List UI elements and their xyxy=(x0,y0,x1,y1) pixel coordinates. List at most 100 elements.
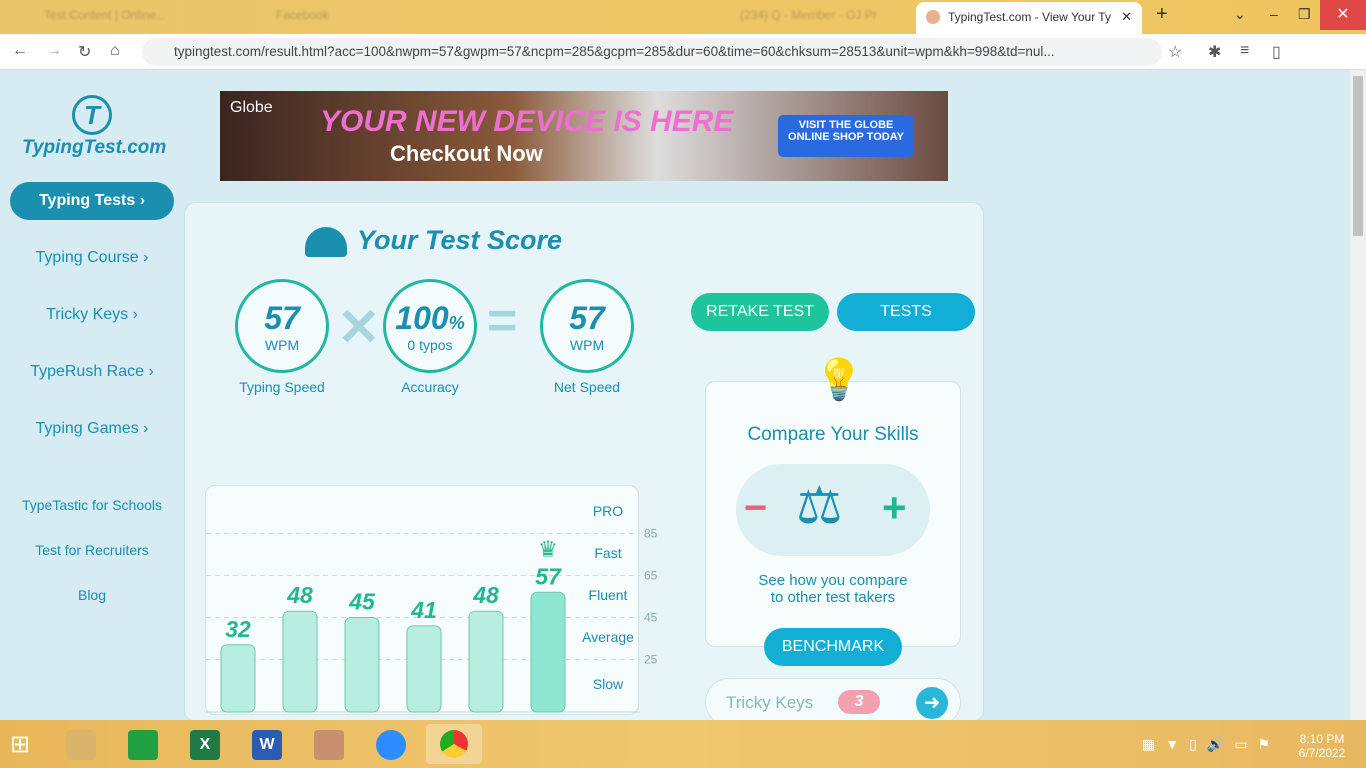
sidebar-item-typerush[interactable]: TypeRush Race › xyxy=(30,363,154,380)
band-label: Average xyxy=(582,629,634,645)
sidebar-item-tricky-keys[interactable]: Tricky Keys › xyxy=(46,306,138,323)
tab-label: TypingTest.com - View Your Ty xyxy=(948,10,1111,24)
typing-speed-circle: 57 WPM xyxy=(235,279,329,373)
back-icon[interactable]: ← xyxy=(12,42,28,59)
y-tick-label: 85 xyxy=(644,527,658,541)
benchmark-button[interactable]: BENCHMARK xyxy=(764,628,902,666)
link-recruiters[interactable]: Test for Recruiters xyxy=(35,542,149,558)
speedometer-icon xyxy=(305,226,347,257)
minimize-button[interactable]: – xyxy=(1270,6,1278,22)
bar[interactable] xyxy=(282,610,318,713)
bar-value-label: 41 xyxy=(410,597,437,623)
close-tab-icon[interactable]: ✕ xyxy=(1121,9,1132,24)
retake-test-button[interactable]: RETAKE TEST xyxy=(691,293,829,331)
typing-speed-label: Typing Speed xyxy=(239,379,325,395)
tab-bar: Test Content | Online... Facebook (234) … xyxy=(0,0,1366,34)
multiply-icon: ✕ xyxy=(337,299,381,357)
accuracy-circle: 100% 0 typos xyxy=(383,279,477,373)
wpm-history-chart: 25456585PROFastFluentAverageSlow328:00 p… xyxy=(205,485,658,737)
bar[interactable] xyxy=(220,644,256,713)
word-icon[interactable]: W xyxy=(252,730,282,760)
plus-icon: + xyxy=(882,484,907,531)
y-tick-label: 25 xyxy=(644,653,658,667)
chrome-taskbar-button[interactable] xyxy=(426,724,482,764)
balance-graphic: − ⚖ + xyxy=(736,464,930,556)
store-icon[interactable] xyxy=(128,730,158,760)
zoom-icon[interactable] xyxy=(376,730,406,760)
system-tray-icons[interactable]: ▦▼▯🔊▭⚑ xyxy=(1142,736,1280,752)
page-title: Your Test Score xyxy=(305,225,562,257)
ad-sub: Checkout Now xyxy=(390,141,543,166)
tests-button[interactable]: TESTS xyxy=(837,293,975,331)
logo[interactable]: T TypingTest.com xyxy=(22,95,166,159)
logo-icon: T xyxy=(72,95,112,135)
forward-icon[interactable]: → xyxy=(46,42,62,59)
reload-icon[interactable]: ↻ xyxy=(78,44,92,61)
file-explorer-icon[interactable] xyxy=(66,730,96,760)
tab[interactable]: Facebook xyxy=(276,8,329,22)
link-blog[interactable]: Blog xyxy=(77,587,107,603)
tricky-keys-label: Tricky Keys xyxy=(726,693,814,712)
media-icon[interactable]: ≡ xyxy=(1240,42,1250,59)
equals-icon: = xyxy=(487,292,518,350)
bar[interactable] xyxy=(468,610,504,713)
ad-cta-button[interactable]: VISIT THE GLOBE ONLINE SHOP TODAY xyxy=(778,115,914,157)
sidebar-item-typing-course[interactable]: Typing Course › xyxy=(35,249,149,266)
tricky-keys-count-badge: 3 xyxy=(838,690,880,714)
bar[interactable] xyxy=(406,625,442,713)
chevron-down-icon[interactable]: ⌄ xyxy=(1234,6,1246,22)
favicon-icon xyxy=(926,10,940,24)
tricky-keys-row[interactable]: Tricky Keys 3 ➜ xyxy=(705,678,961,726)
compare-text: to other test takers xyxy=(770,589,896,606)
excel-icon[interactable]: X xyxy=(190,730,220,760)
tab[interactable]: Test Content | Online... xyxy=(44,8,166,22)
band-label: Fast xyxy=(594,545,621,561)
compare-text: See how you compare xyxy=(758,572,908,589)
ad-headline: YOUR NEW DEVICE IS HERE xyxy=(320,105,734,138)
tab-active[interactable]: TypingTest.com - View Your Ty ✕ xyxy=(916,2,1142,34)
star-icon[interactable]: ☆ xyxy=(1168,44,1183,61)
page: T TypingTest.com Typing Tests › Typing Co… xyxy=(0,70,1350,737)
compare-title: Compare Your Skills xyxy=(747,424,919,445)
close-window-button[interactable]: ✕ xyxy=(1320,0,1366,30)
chrome-icon xyxy=(440,730,468,758)
tab[interactable]: (234) Q - Member - OJ Pr xyxy=(740,8,877,22)
arrow-right-icon[interactable]: ➜ xyxy=(916,687,948,719)
bar-value-label: 48 xyxy=(472,582,499,608)
address-bar-row: ← → ↻ ⌂ typingtest.com/result.html?acc=1… xyxy=(0,34,1366,70)
paint-icon[interactable] xyxy=(314,730,344,760)
ad-banner[interactable]: Globe YOUR NEW DEVICE IS HERE Checkout N… xyxy=(220,91,948,181)
accuracy-label: Accuracy xyxy=(401,379,459,395)
band-label: Slow xyxy=(593,676,624,692)
scrollbar-thumb[interactable] xyxy=(1353,76,1363,236)
y-tick-label: 65 xyxy=(644,569,658,583)
bar-value-label: 45 xyxy=(348,589,376,615)
compare-skills-panel: 💡 Compare Your Skills − ⚖ + See how you … xyxy=(705,358,961,666)
restore-button[interactable]: ❐ xyxy=(1298,6,1311,22)
link-typetastic[interactable]: TypeTastic for Schools xyxy=(21,497,163,513)
score-card: Your Test Score RETAKE TEST TESTS 57 WPM … xyxy=(184,202,984,737)
band-label: PRO xyxy=(593,503,623,519)
sidepanel-icon[interactable]: ▯ xyxy=(1272,44,1281,61)
ad-brand: Globe xyxy=(230,99,273,116)
sidebar-item-typing-tests[interactable]: Typing Tests › xyxy=(10,182,174,220)
sidebar-item-typing-games[interactable]: Typing Games › xyxy=(35,420,149,437)
scrollbar[interactable] xyxy=(1350,70,1366,720)
crown-icon: ♛ xyxy=(538,536,558,561)
taskbar: ⊞ X W ▦▼▯🔊▭⚑ 8:10 PM 6/7/2022 xyxy=(0,720,1366,768)
clock[interactable]: 8:10 PM 6/7/2022 xyxy=(1298,732,1346,760)
lightbulb-icon: 💡 xyxy=(814,358,864,402)
home-icon[interactable]: ⌂ xyxy=(110,42,120,59)
url-input[interactable]: typingtest.com/result.html?acc=100&nwpm=… xyxy=(142,38,1162,66)
minus-icon: − xyxy=(744,486,768,530)
bar-value-label: 32 xyxy=(225,616,251,642)
band-label: Fluent xyxy=(589,587,628,603)
bar[interactable] xyxy=(344,617,380,713)
bar-value-label: 57 xyxy=(535,563,562,589)
bar-value-label: 48 xyxy=(286,582,313,608)
extensions-icon[interactable]: ✱ xyxy=(1208,44,1222,61)
bar[interactable] xyxy=(530,591,566,713)
y-tick-label: 45 xyxy=(644,611,658,625)
start-icon[interactable]: ⊞ xyxy=(10,731,31,758)
new-tab-button[interactable]: + xyxy=(1156,3,1168,25)
